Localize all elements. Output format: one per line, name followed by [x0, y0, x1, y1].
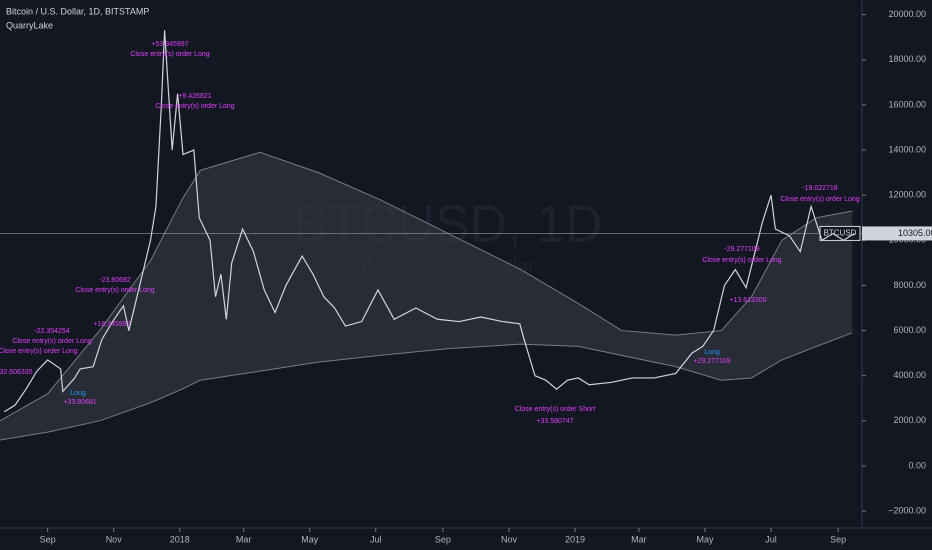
trade-annotation: +33.80681: [63, 399, 96, 406]
trade-annotation: Close entry(s) order Long: [155, 103, 234, 110]
chart-subtitle: QuarryLake: [6, 20, 53, 30]
y-tick-label: 2000.00: [893, 415, 926, 425]
trade-annotation: Close entry(s) order Long: [75, 287, 154, 294]
trade-annotation: Close entry(s) order Long: [702, 257, 781, 264]
x-tick-label: May: [696, 534, 714, 544]
x-tick-label: Sep: [40, 534, 56, 544]
last-price-tag: [862, 226, 932, 241]
x-tick-label: May: [301, 534, 319, 544]
trade-annotation: +13.613300: [729, 297, 766, 304]
trade-annotation: +29.277109: [693, 358, 730, 365]
x-tick-label: Sep: [830, 534, 846, 544]
y-tick-label: 6000.00: [893, 325, 926, 335]
x-tick-label: Mar: [631, 534, 647, 544]
chart-title: Bitcoin / U.S. Dollar, 1D, BITSTAMP: [6, 6, 149, 16]
x-tick-label: Sep: [435, 534, 451, 544]
trade-annotation: +33.580747: [536, 418, 573, 425]
y-tick-label: 0.00: [908, 460, 926, 470]
trade-annotation: -23.80682: [99, 277, 131, 284]
band-area: [0, 152, 853, 441]
trade-annotation: Close entry(s) order Long: [12, 338, 91, 345]
price-line: [4, 30, 855, 413]
trade-annotation: Long: [70, 390, 86, 397]
trade-annotation: Close entry(s) order Short: [515, 406, 596, 413]
x-tick-label: Nov: [106, 534, 123, 544]
x-tick-label: Mar: [236, 534, 252, 544]
y-tick-label: −2000.00: [888, 505, 926, 515]
band-lower: [0, 332, 853, 441]
symbol-label: BTCUSD: [824, 229, 857, 238]
x-tick-label: Nov: [501, 534, 518, 544]
x-tick-label: 2018: [170, 534, 190, 544]
y-tick-label: 8000.00: [893, 280, 926, 290]
trade-annotation: Close entry(s) order Long: [780, 196, 859, 203]
trade-annotation: -29.277109: [724, 246, 760, 253]
last-price-label: 10305.00: [898, 228, 932, 238]
trade-annotation: -22.354254: [34, 328, 70, 335]
trade-annotation: Long: [704, 349, 720, 356]
y-tick-label: 20000.00: [888, 9, 926, 19]
trade-annotation: +53.345997: [151, 41, 188, 48]
y-tick-label: 12000.00: [888, 190, 926, 200]
trade-annotation: -19.022718: [802, 185, 838, 192]
x-tick-label: Jul: [765, 534, 777, 544]
trade-annotation: Close entry(s) order Long: [0, 348, 78, 355]
trade-annotation: +32.606335: [0, 369, 33, 376]
trade-annotation: Close entry(s) order Long: [130, 51, 209, 58]
y-tick-label: 16000.00: [888, 99, 926, 109]
y-tick-label: 14000.00: [888, 144, 926, 154]
trade-annotation: +18.345997: [93, 321, 130, 328]
trade-annotation: +9.426821: [178, 93, 211, 100]
y-tick-label: 18000.00: [888, 54, 926, 64]
x-tick-label: Jul: [370, 534, 382, 544]
y-tick-label: 4000.00: [893, 370, 926, 380]
x-tick-label: 2019: [565, 534, 585, 544]
